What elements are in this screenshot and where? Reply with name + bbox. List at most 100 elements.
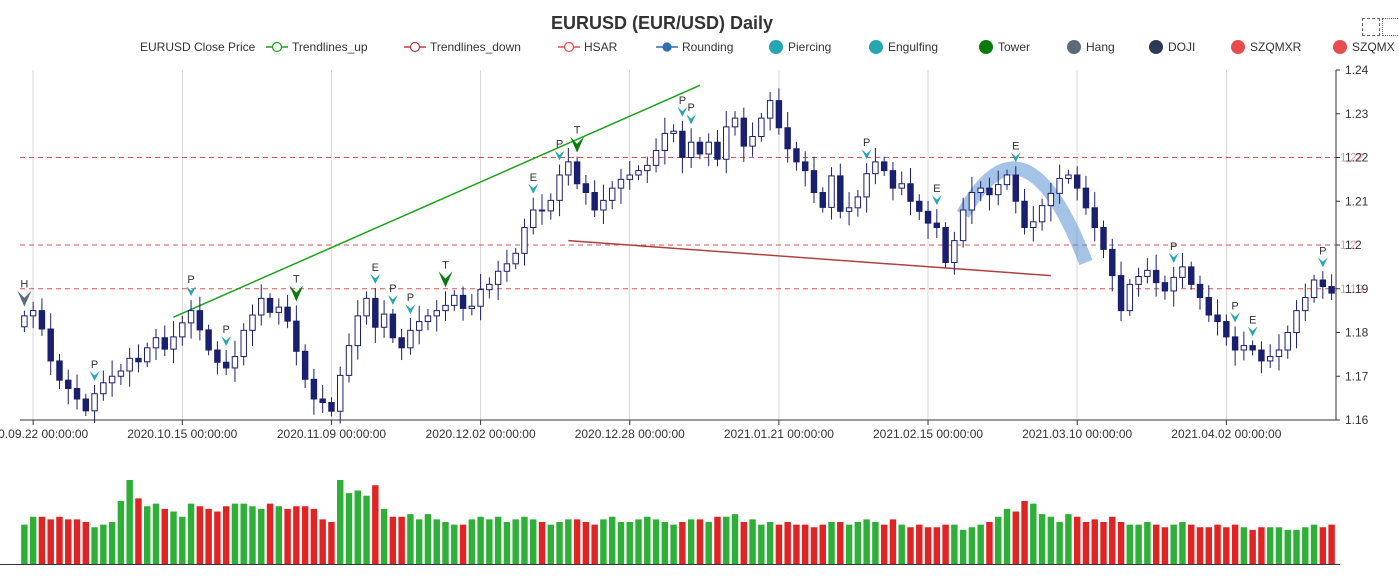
volume-bar-136 <box>1214 524 1221 564</box>
volume-bar-126 <box>1126 524 1134 564</box>
volume-bar-17 <box>170 511 177 564</box>
volume-bar-33 <box>310 508 318 564</box>
candle-body <box>301 350 309 380</box>
candle-49 <box>451 290 458 311</box>
trendlines <box>173 84 1051 318</box>
candle-body <box>1126 283 1134 312</box>
candle-141 <box>1258 341 1265 374</box>
volume-bar-146 <box>1302 527 1309 564</box>
candle-body <box>179 322 186 338</box>
candle-body <box>916 200 923 212</box>
candle-body <box>1021 200 1028 228</box>
legend-item-5: Piercing <box>769 40 831 54</box>
volume-bar-80 <box>723 516 730 564</box>
legend-symbol <box>769 40 783 54</box>
candle-body <box>275 306 283 313</box>
marker-arrow <box>221 336 232 346</box>
candle-body <box>415 321 423 331</box>
volume-bar-74 <box>670 524 677 564</box>
y-tick-label-5: 1.21 <box>1345 194 1369 208</box>
volume-bar-14 <box>143 506 151 564</box>
zoom-restore-icon[interactable] <box>1382 18 1399 36</box>
candle-12 <box>126 347 133 387</box>
marker-arrow <box>931 195 942 206</box>
volume-bar-65 <box>591 524 598 564</box>
volume-bar-110 <box>986 522 993 564</box>
zoom-select-icon[interactable] <box>1362 18 1380 36</box>
marker-arrow <box>1168 252 1179 263</box>
legend-item-6: Engulfing <box>869 40 938 54</box>
candle-body <box>617 178 625 189</box>
marker-label: E <box>1354 0 1361 3</box>
candle-body <box>486 283 493 291</box>
candle-68 <box>617 168 625 204</box>
volume-bar-38 <box>354 490 361 564</box>
volume-bar-137 <box>1223 527 1230 564</box>
volume-bar-83 <box>749 519 756 564</box>
x-tick-label-5: 2021.01.21 00:00:00 <box>724 427 834 441</box>
marker-arrow <box>289 285 304 302</box>
candle-19 <box>187 300 195 339</box>
volume-bar-112 <box>1003 508 1011 564</box>
candle-body <box>801 161 809 172</box>
candle-body <box>1205 297 1213 316</box>
volume-bar-129 <box>1152 524 1160 564</box>
marker-0: H <box>17 279 32 307</box>
volume-bar-82 <box>740 522 748 564</box>
marker-label: P <box>687 102 694 114</box>
volume-bar-114 <box>1021 501 1028 564</box>
candle-body <box>477 289 484 307</box>
candle-body <box>661 132 669 151</box>
marker-4: T <box>289 273 304 302</box>
candle-53 <box>486 277 493 299</box>
volume-bar-56 <box>512 519 519 564</box>
candle-body <box>258 297 265 316</box>
legend-item-10: SZQMXR <box>1231 40 1302 54</box>
candle-97 <box>872 147 879 185</box>
candle-109 <box>977 181 984 202</box>
volume-bar-95 <box>854 522 862 564</box>
volume-bar-115 <box>1030 503 1037 564</box>
candle-body <box>398 337 405 349</box>
volume-bar-55 <box>503 522 511 564</box>
candle-137 <box>1223 314 1230 346</box>
candle-body <box>819 192 826 208</box>
candle-0 <box>21 310 28 333</box>
candle-body <box>143 347 151 363</box>
candle-body <box>1319 279 1327 288</box>
candle-76 <box>687 128 695 168</box>
volume-bar-2 <box>38 516 46 564</box>
marker-8: T <box>438 259 453 288</box>
marker-label: T <box>574 125 581 137</box>
volume-bar-16 <box>161 508 168 564</box>
candle-140 <box>1249 340 1256 356</box>
marker-arrow <box>89 371 100 381</box>
volume-bar-108 <box>968 527 976 564</box>
candle-body <box>1196 283 1204 298</box>
legend-label: Hang <box>1086 40 1115 54</box>
marker-label: P <box>407 292 414 304</box>
candle-36 <box>337 366 344 424</box>
marker-10: P <box>554 139 565 161</box>
candle-111 <box>995 170 1002 206</box>
volume-bar-105 <box>942 524 949 564</box>
candle-body <box>328 402 335 412</box>
legend-item-9: DOJI <box>1149 40 1195 54</box>
pattern-markers: HPPPTEPPTEPTPPPEEPPEPEPP <box>17 0 1397 381</box>
candle-body <box>494 270 502 285</box>
legend-label: SZQMXR <box>1250 40 1302 54</box>
x-tick-label-2: 2020.11.09 00:00:00 <box>277 427 387 441</box>
candle-133 <box>1188 261 1195 290</box>
marker-19: E <box>1247 314 1258 337</box>
x-tick-label-8: 2021.04.02 00:00:00 <box>1171 427 1281 441</box>
marker-arrow <box>686 114 697 125</box>
volume-bar-145 <box>1293 529 1300 564</box>
candle-body <box>82 398 90 412</box>
candle-35 <box>328 397 335 417</box>
volume-bar-57 <box>521 516 528 564</box>
legend-symbol <box>1231 40 1245 54</box>
volume-bar-69 <box>626 522 633 564</box>
candle-2 <box>38 298 46 336</box>
candle-body <box>740 117 748 147</box>
legend-symbol <box>1149 40 1163 54</box>
